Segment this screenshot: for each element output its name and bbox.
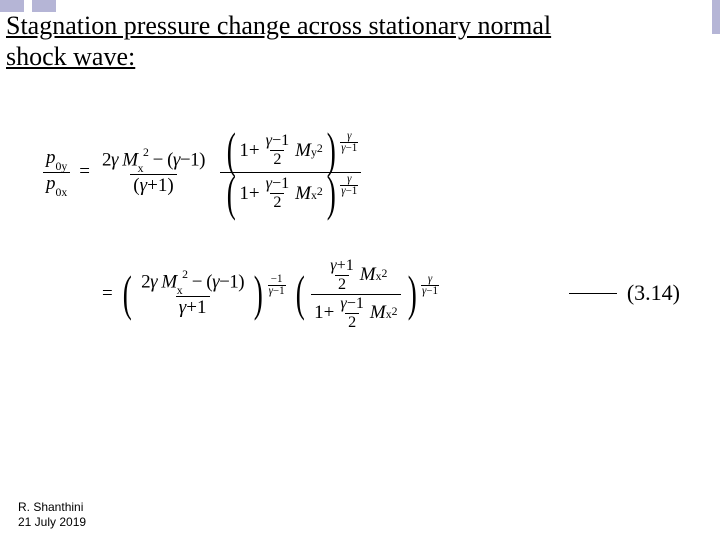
corner-decoration-right [712,0,720,34]
page-title: Stagnation pressure change across statio… [6,10,700,72]
equation-number-text: (3.14) [627,280,680,306]
leader-line-icon [569,293,617,294]
footer-author: R. Shanthini [18,500,83,514]
equation-1: p0y p0x = 2γ Mx2 − (γ−1) (γ+1) ( 1+ [40,130,660,215]
equation-number: (3.14) [569,280,680,306]
footer-date: 21 July 2019 [18,515,86,529]
title-line-1: Stagnation pressure change across statio… [6,11,551,40]
title-line-2: shock wave: [6,42,135,71]
equation-block: p0y p0x = 2γ Mx2 − (γ−1) (γ+1) ( 1+ [40,130,660,332]
slide-footer: R. Shanthini 21 July 2019 [18,500,86,530]
